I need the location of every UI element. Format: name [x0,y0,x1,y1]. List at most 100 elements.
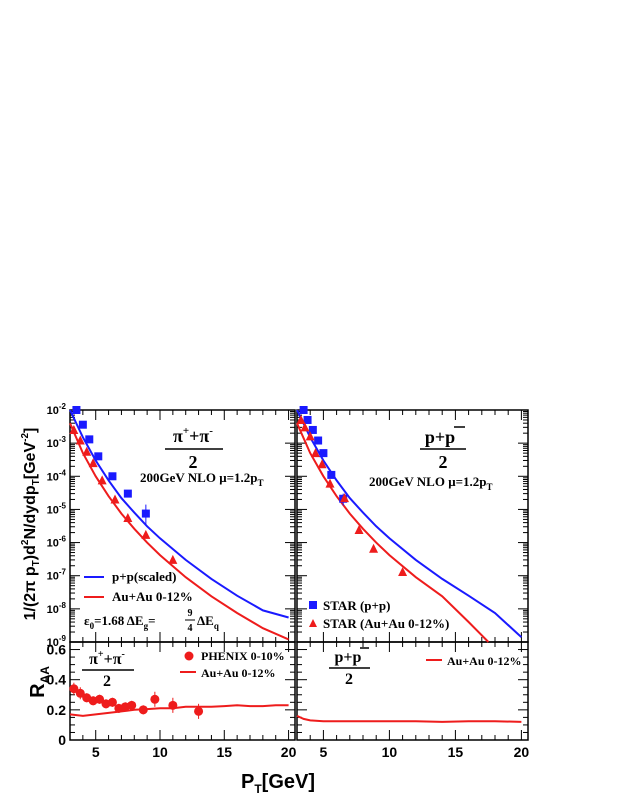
pion-energy-label: 200GeV NLO μ=1.2pT [140,470,263,488]
data-point-triangle [97,475,107,485]
data-point-triangle [123,513,133,523]
data-point-triangle [88,458,98,468]
data-point-triangle [75,435,85,445]
data-point-square [123,489,132,498]
svg-text:p+p: p+p [335,649,362,666]
spectrum-y-axis-label: 1/(2π pT)d2N/dydpT[GeV-2] [20,428,42,621]
data-point-square [299,406,308,414]
data-point-square [327,470,336,479]
data-point-triangle [354,524,364,534]
data-point-triangle [141,529,151,539]
proton-energy-label: 200GeV NLO μ=1.2pT [369,474,492,492]
svg-text:4: 4 [188,623,193,634]
svg-text:Au+Au 0-12%: Au+Au 0-12% [112,589,193,604]
proton-panel-title: p+p 2 [420,426,466,472]
x-tick-label: 15 [216,744,232,760]
x-tick-label: 10 [382,744,398,760]
svg-text:2: 2 [189,452,198,472]
data-point-square [314,436,323,445]
svg-text:2: 2 [103,673,111,690]
svg-text:π++π-: π++π- [89,649,125,668]
svg-text:STAR (Au+Au 0-12%): STAR (Au+Au 0-12%) [323,616,449,631]
y-tick-label: 0.2 [47,702,67,718]
data-point-triangle [82,446,92,456]
data-point-triangle [369,543,379,553]
data-point-square [72,406,81,414]
data-point-triangle [340,493,350,503]
pion-raa-legend: PHENIX 0-10% Au+Au 0-12% [180,649,285,680]
data-point-circle [194,706,204,716]
legend-star-pp-marker [309,601,317,609]
y-tick-label: 10-4 [47,468,67,483]
data-point-triangle [317,459,327,469]
series-curve [69,409,289,619]
data-point-circle [95,694,105,704]
y-tick-label: 0.6 [47,642,67,658]
data-point-square [308,425,317,434]
series-curve [69,704,289,717]
proton-raa-frame [296,641,529,741]
x-tick-label: 15 [448,744,464,760]
data-point-circle [69,684,79,694]
proton-raa-legend: Au+Au 0-12% [426,654,522,668]
svg-text:p+p(scaled): p+p(scaled) [112,569,176,584]
energy-loss-formula: ε0=1.68 ΔEg= 9 4 ΔEq [84,608,219,634]
svg-text:9: 9 [188,608,193,619]
data-point-square [94,452,103,461]
svg-text:Au+Au 0-12%: Au+Au 0-12% [201,666,276,680]
data-point-triangle [168,554,178,564]
svg-text:STAR (p+p): STAR (p+p) [323,598,391,613]
x-axis-label: PT[GeV] [241,771,315,796]
data-point-triangle [69,424,79,434]
data-point-triangle [325,478,335,488]
data-point-square [108,472,117,481]
data-point-triangle [296,414,306,424]
raa-y-axis-label: RAA [27,666,52,698]
pion-raa-title: π++π- 2 [82,649,134,690]
proton-legend: STAR (p+p) STAR (Au+Au 0-12%) [309,598,449,631]
legend-phenix-marker [184,651,194,661]
y-tick-label: 10-3 [47,435,67,450]
data-point-triangle [110,494,120,504]
data-point-square [303,415,312,424]
data-point-square [78,420,87,429]
y-tick-label: 10-5 [47,501,67,516]
svg-text:p+p: p+p [425,427,455,447]
data-point-triangle [398,566,408,576]
data-point-square [85,435,94,444]
x-tick-label: 10 [152,744,168,760]
data-point-triangle [300,422,310,432]
y-tick-label: 10-8 [47,601,67,616]
svg-text:ΔEq: ΔEq [197,613,219,631]
svg-text:2: 2 [345,671,353,688]
x-tick-label: 5 [320,744,328,760]
data-point-circle [127,700,137,710]
y-tick-label: 10-9 [47,634,67,649]
y-tick-label: 10-7 [47,568,67,583]
legend-star-auau-marker [309,619,317,627]
svg-text:π++π-: π++π- [173,425,213,446]
svg-text:PHENIX 0-10%: PHENIX 0-10% [201,649,285,663]
y-tick-label: 10-2 [47,402,67,417]
y-tick-label: 0 [58,732,66,748]
y-tick-label: 10-6 [47,535,67,550]
data-point-circle [150,694,160,704]
data-point-square [319,449,328,458]
data-point-circle [107,697,117,707]
data-point-circle [75,688,85,698]
svg-text:ε0=1.68 ΔEg=: ε0=1.68 ΔEg= [84,613,156,631]
proton-raa-title: p+p 2 [329,647,370,688]
pion-panel-title: π++π- 2 [165,425,223,472]
x-tick-label: 5 [92,744,100,760]
series-curve [296,409,523,638]
data-point-triangle [305,431,315,441]
svg-text:Au+Au 0-12%: Au+Au 0-12% [447,654,522,668]
x-tick-label: 20 [281,744,297,760]
y-tick-label: 0.4 [47,672,67,688]
data-point-triangle [310,448,320,458]
svg-text:2: 2 [439,452,448,472]
pion-legend: p+p(scaled) Au+Au 0-12% [84,569,193,604]
series-curve [296,422,490,643]
data-point-square [141,509,150,518]
